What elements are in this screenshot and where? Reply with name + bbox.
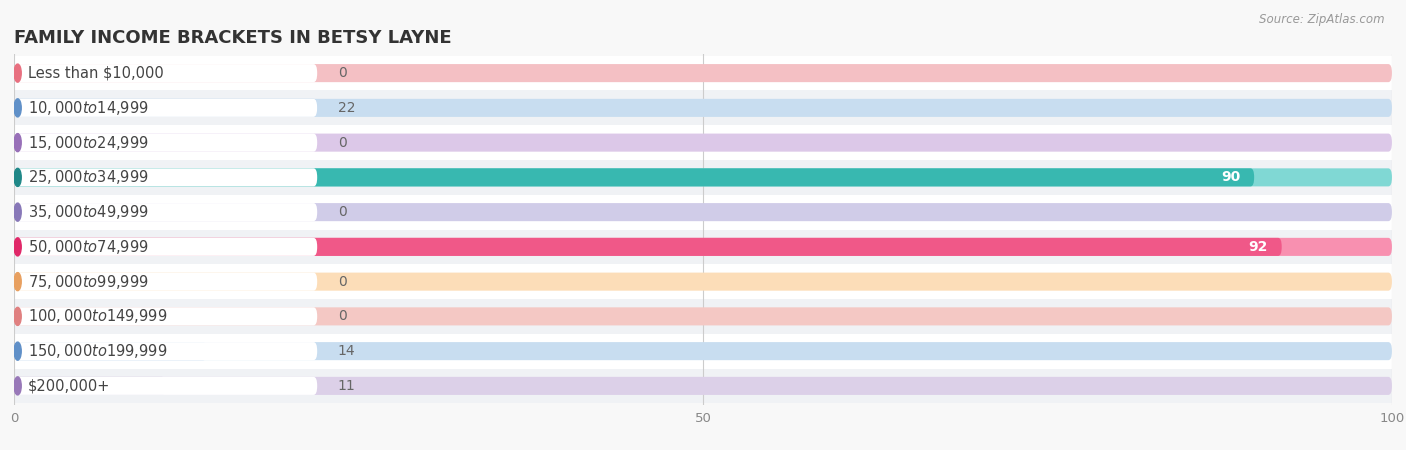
- FancyBboxPatch shape: [14, 377, 318, 395]
- Text: $50,000 to $74,999: $50,000 to $74,999: [28, 238, 149, 256]
- Text: 22: 22: [337, 101, 356, 115]
- Text: 0: 0: [337, 274, 347, 288]
- Text: $100,000 to $149,999: $100,000 to $149,999: [28, 307, 167, 325]
- FancyBboxPatch shape: [14, 168, 318, 186]
- Text: $200,000+: $200,000+: [28, 378, 111, 393]
- Text: 0: 0: [337, 66, 347, 80]
- Text: Source: ZipAtlas.com: Source: ZipAtlas.com: [1260, 14, 1385, 27]
- Text: 11: 11: [337, 379, 356, 393]
- Text: Less than $10,000: Less than $10,000: [28, 66, 165, 81]
- Circle shape: [14, 307, 21, 325]
- Text: $35,000 to $49,999: $35,000 to $49,999: [28, 203, 149, 221]
- FancyBboxPatch shape: [14, 342, 207, 360]
- FancyBboxPatch shape: [14, 203, 1392, 221]
- Text: $15,000 to $24,999: $15,000 to $24,999: [28, 134, 149, 152]
- Text: 0: 0: [337, 135, 347, 149]
- Circle shape: [14, 342, 21, 360]
- Text: FAMILY INCOME BRACKETS IN BETSY LAYNE: FAMILY INCOME BRACKETS IN BETSY LAYNE: [14, 29, 451, 47]
- Circle shape: [14, 99, 21, 117]
- FancyBboxPatch shape: [14, 160, 1392, 195]
- FancyBboxPatch shape: [14, 264, 1392, 299]
- FancyBboxPatch shape: [14, 125, 1392, 160]
- FancyBboxPatch shape: [14, 230, 1392, 264]
- Text: $10,000 to $14,999: $10,000 to $14,999: [28, 99, 149, 117]
- Circle shape: [14, 377, 21, 395]
- FancyBboxPatch shape: [14, 195, 1392, 230]
- FancyBboxPatch shape: [14, 334, 1392, 369]
- Circle shape: [14, 273, 21, 291]
- FancyBboxPatch shape: [14, 238, 1392, 256]
- Text: $75,000 to $99,999: $75,000 to $99,999: [28, 273, 149, 291]
- Text: 14: 14: [337, 344, 356, 358]
- FancyBboxPatch shape: [14, 377, 166, 395]
- FancyBboxPatch shape: [14, 369, 1392, 403]
- Circle shape: [14, 238, 21, 256]
- Text: 92: 92: [1249, 240, 1268, 254]
- FancyBboxPatch shape: [14, 90, 1392, 125]
- FancyBboxPatch shape: [14, 56, 1392, 90]
- FancyBboxPatch shape: [14, 377, 1392, 395]
- FancyBboxPatch shape: [14, 307, 318, 325]
- Text: 0: 0: [337, 205, 347, 219]
- FancyBboxPatch shape: [14, 134, 1392, 152]
- FancyBboxPatch shape: [14, 168, 1254, 186]
- FancyBboxPatch shape: [14, 99, 318, 117]
- FancyBboxPatch shape: [14, 273, 318, 291]
- Circle shape: [14, 64, 21, 82]
- FancyBboxPatch shape: [14, 299, 1392, 334]
- FancyBboxPatch shape: [14, 342, 318, 360]
- Circle shape: [14, 168, 21, 186]
- FancyBboxPatch shape: [14, 307, 1392, 325]
- FancyBboxPatch shape: [14, 99, 318, 117]
- Circle shape: [14, 134, 21, 152]
- Text: $25,000 to $34,999: $25,000 to $34,999: [28, 168, 149, 186]
- FancyBboxPatch shape: [14, 168, 1392, 186]
- FancyBboxPatch shape: [14, 203, 318, 221]
- Circle shape: [14, 203, 21, 221]
- Text: 0: 0: [337, 310, 347, 324]
- FancyBboxPatch shape: [14, 64, 1392, 82]
- FancyBboxPatch shape: [14, 99, 1392, 117]
- FancyBboxPatch shape: [14, 342, 1392, 360]
- FancyBboxPatch shape: [14, 134, 318, 152]
- Text: $150,000 to $199,999: $150,000 to $199,999: [28, 342, 167, 360]
- FancyBboxPatch shape: [14, 64, 318, 82]
- FancyBboxPatch shape: [14, 273, 1392, 291]
- FancyBboxPatch shape: [14, 238, 1282, 256]
- Text: 90: 90: [1222, 171, 1240, 184]
- FancyBboxPatch shape: [14, 238, 318, 256]
